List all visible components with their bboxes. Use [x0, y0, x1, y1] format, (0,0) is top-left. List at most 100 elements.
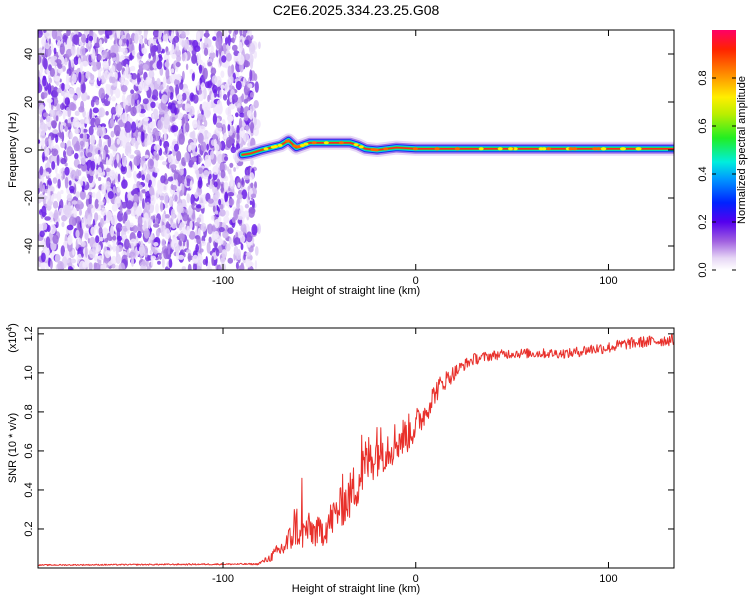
noise-blob [121, 60, 127, 67]
noise-blob [80, 180, 84, 186]
noise-blob [218, 36, 222, 48]
noise-blob [142, 124, 148, 131]
noise-blob [153, 223, 160, 228]
noise-blob [115, 245, 120, 254]
noise-blob [248, 42, 256, 55]
noise-blob [115, 103, 123, 115]
noise-blob [74, 128, 80, 135]
noise-blob [126, 249, 130, 258]
noise-blob [69, 131, 73, 140]
noise-blob [170, 164, 177, 170]
noise-blob [161, 94, 169, 104]
noise-blob [134, 149, 141, 155]
noise-blob [121, 153, 125, 163]
noise-blob [203, 170, 210, 177]
noise-blob [38, 30, 43, 38]
noise-blob [225, 210, 230, 217]
noise-blob [244, 39, 250, 46]
noise-blob [165, 67, 170, 80]
noise-blob [198, 132, 204, 144]
noise-blob [97, 255, 105, 261]
noise-blob [120, 30, 124, 36]
noise-blob [133, 202, 138, 211]
noise-blob [186, 193, 191, 204]
noise-blob [228, 130, 233, 136]
noise-blob [220, 169, 226, 179]
noise-blob [46, 158, 50, 171]
noise-blob [155, 153, 160, 161]
noise-blob [170, 68, 175, 73]
noise-blob [144, 154, 149, 159]
noise-blob [237, 230, 244, 237]
noise-blob [181, 92, 187, 101]
noise-blob [119, 114, 123, 120]
noise-blob [143, 162, 147, 174]
noise-blob [216, 103, 223, 115]
noise-blob [98, 138, 103, 148]
noise-blob [80, 241, 86, 248]
noise-blob [228, 236, 232, 245]
noise-blob [203, 119, 208, 127]
noise-blob [133, 194, 139, 203]
noise-blob [204, 106, 211, 119]
noise-blob [175, 74, 181, 81]
noise-blob [178, 133, 185, 145]
noise-blob [161, 238, 166, 247]
y-tick-label: 0.6 [23, 443, 35, 458]
noise-blob [61, 214, 68, 222]
noise-blob [142, 198, 145, 210]
noise-blob [115, 253, 122, 265]
noise-blob [56, 103, 61, 112]
noise-blob [158, 252, 163, 260]
noise-blob [98, 201, 104, 206]
noise-blob [59, 43, 65, 55]
noise-blob [215, 248, 220, 257]
noise-blob [55, 164, 58, 175]
y-tick-label: -40 [23, 238, 35, 254]
noise-blob [52, 200, 59, 209]
ridge-speckle [434, 147, 440, 151]
noise-blob [194, 45, 201, 52]
noise-blob [220, 183, 225, 193]
noise-blob [116, 61, 123, 72]
noise-blob [194, 191, 199, 199]
noise-blob [246, 110, 252, 118]
noise-blob [42, 184, 45, 193]
noise-blob [100, 264, 107, 270]
noise-blob [198, 89, 203, 95]
noise-blob [114, 32, 117, 45]
noise-blob [179, 233, 185, 242]
noise-blob [47, 224, 51, 233]
y-tick-label: 0.4 [23, 482, 35, 497]
noise-blob [42, 75, 47, 87]
y-tick-label: 0.2 [23, 521, 35, 536]
noise-blob [56, 154, 60, 167]
noise-blob [68, 216, 75, 227]
noise-blob [55, 221, 59, 228]
x-tick-label: 100 [599, 275, 617, 287]
noise-blob [126, 219, 131, 231]
noise-blob [61, 82, 65, 92]
noise-blob [50, 139, 54, 149]
noise-blob [225, 36, 229, 46]
noise-blob [41, 252, 46, 263]
noise-blob [171, 236, 178, 248]
y-tick-label: 1.2 [23, 326, 35, 341]
colorbar-tick-label: 0.6 [697, 118, 709, 133]
noise-blob [50, 120, 58, 127]
noise-blob [70, 258, 77, 264]
noise-blob [92, 65, 98, 72]
noise-blob [43, 92, 48, 99]
noise-blob [112, 114, 116, 120]
noise-blob [90, 160, 96, 171]
noise-blob [42, 56, 47, 68]
noise-blob [225, 52, 232, 62]
noise-blob [218, 227, 225, 233]
noise-blob [63, 150, 66, 158]
noise-blob [219, 55, 222, 67]
noise-blob [143, 228, 150, 239]
noise-blob [229, 162, 234, 168]
noise-blob [81, 186, 85, 193]
noise-blob [76, 200, 82, 205]
noise-blob [181, 31, 186, 38]
